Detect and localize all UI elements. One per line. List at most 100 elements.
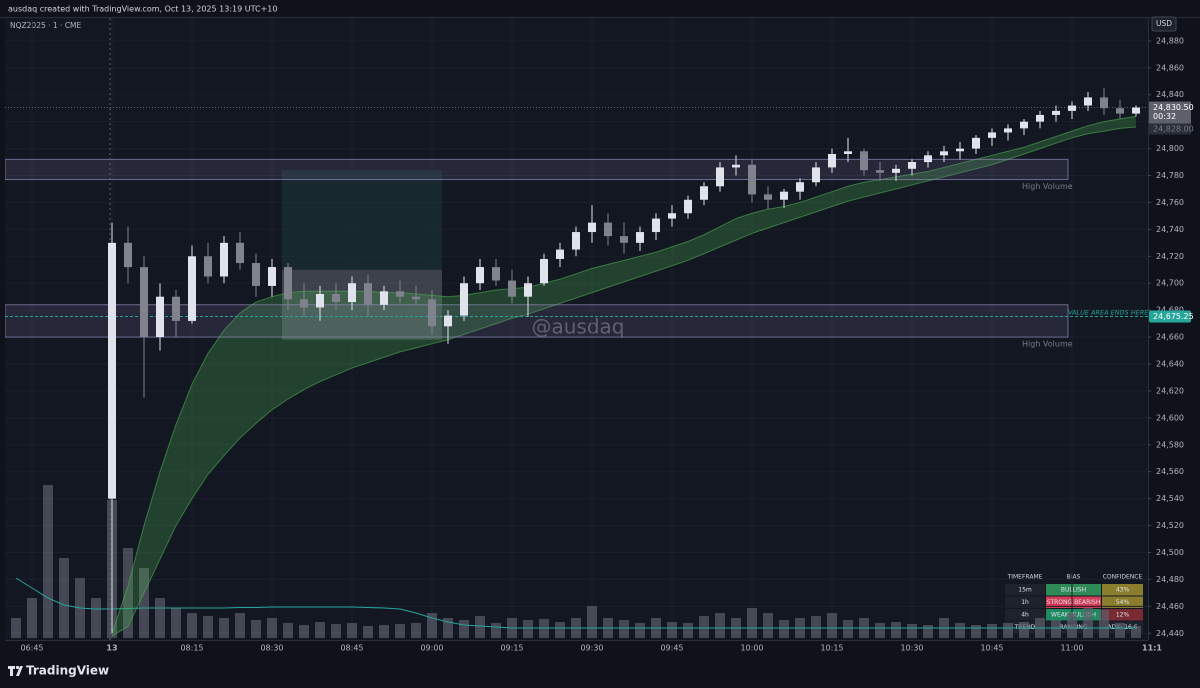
x-tick-label: 10:45 <box>980 644 1003 653</box>
y-tick-label: 24,540 <box>1156 494 1184 503</box>
last-price-label: 24,830.50 <box>1153 103 1194 112</box>
candle-body <box>812 167 820 183</box>
volume-bar <box>171 608 181 638</box>
x-tick-label: 10:15 <box>820 644 843 653</box>
volume-bar <box>843 620 853 638</box>
y-tick-label: 24,680 <box>1156 306 1184 315</box>
candle-body <box>972 137 980 149</box>
table-cell <box>1102 584 1143 596</box>
y-tick-label: 24,840 <box>1156 90 1184 99</box>
candle-body <box>780 191 788 200</box>
y-tick-label: 24,780 <box>1156 171 1184 180</box>
volume-bar <box>443 618 453 638</box>
volume-bar <box>331 624 341 638</box>
candle-body <box>204 256 212 277</box>
table-cell <box>1046 596 1101 608</box>
y-tick-label: 24,460 <box>1156 602 1184 611</box>
candle-body <box>220 242 228 277</box>
volume-bar <box>11 618 21 638</box>
candle-body <box>236 242 244 264</box>
y-tick-label: 24,640 <box>1156 360 1184 369</box>
volume-bar <box>811 616 821 638</box>
volume-bar <box>91 598 101 638</box>
volume-bar <box>491 623 501 638</box>
candle-body <box>844 151 852 154</box>
x-tick-label: 10:00 <box>740 644 763 653</box>
candle-body <box>1132 107 1140 114</box>
volume-bar <box>283 623 293 638</box>
volume-bar <box>971 625 981 638</box>
candle-body <box>492 267 500 281</box>
currency[interactable]: USD <box>1156 19 1172 28</box>
candle-body <box>620 236 628 243</box>
x-tick-label: 09:00 <box>420 644 443 653</box>
volume-ma-line <box>15 577 1136 629</box>
volume-bar <box>619 620 629 638</box>
y-tick-label: 24,880 <box>1156 36 1184 45</box>
volume-bar <box>411 623 421 638</box>
volume-bar <box>987 624 997 638</box>
table-text: 54% <box>1116 599 1130 606</box>
volume-bar <box>683 623 693 638</box>
volume-bar <box>955 623 965 638</box>
volume-bar <box>459 620 469 638</box>
candle-body <box>876 170 884 173</box>
table-cell <box>1046 584 1101 596</box>
volume-bar <box>475 616 485 638</box>
volume-bar <box>699 616 709 638</box>
candle-body <box>652 218 660 233</box>
last-price-tag <box>1149 101 1191 124</box>
candle-body <box>284 267 292 300</box>
x-tick-label: 08:30 <box>260 644 283 653</box>
table-cell <box>1102 609 1143 621</box>
candle-body <box>604 222 612 237</box>
candle-body <box>460 283 468 316</box>
candle-body <box>588 222 596 233</box>
candle-body <box>1004 128 1012 133</box>
y-tick-label: 24,860 <box>1156 63 1184 72</box>
volume-bar <box>235 613 245 638</box>
table-text: 43% <box>1116 587 1130 594</box>
x-tick-label: 09:45 <box>660 644 683 653</box>
volume-bar <box>747 608 757 638</box>
volume-bar <box>891 622 901 638</box>
candle-body <box>1020 121 1028 129</box>
table-cell <box>1005 609 1045 621</box>
level-note: VALUE AREA ENDS HERE <box>1068 309 1149 317</box>
candle-body <box>796 182 804 192</box>
y-tick-label: 24,560 <box>1156 467 1184 476</box>
table-text: STRONG BEARISH <box>1047 599 1101 606</box>
candle-body <box>924 155 932 163</box>
volume-bar <box>59 558 69 638</box>
candle-body <box>140 267 148 338</box>
band-lower <box>111 126 1137 637</box>
volume-bar <box>1131 626 1141 638</box>
zone-label: High Volume <box>1022 340 1073 349</box>
candle-body <box>988 132 996 138</box>
candle-body <box>828 153 836 168</box>
table-text: 1h <box>1021 599 1029 606</box>
candle-body <box>348 283 356 303</box>
band-upper <box>111 115 1137 634</box>
x-tick-label: 09:30 <box>580 644 603 653</box>
zone-label: High Volume <box>1022 182 1073 191</box>
currency-box[interactable] <box>1151 16 1177 32</box>
volume-bar <box>27 598 37 638</box>
y-tick-label: 24,620 <box>1156 386 1184 395</box>
volume-bar <box>139 568 149 638</box>
x-tick-label: 10:30 <box>900 644 923 653</box>
y-tick-label: 24,600 <box>1156 413 1184 422</box>
y-tick-label: 24,700 <box>1156 279 1184 288</box>
volume-bar <box>1051 620 1061 638</box>
candle-body <box>108 242 116 499</box>
table-cell <box>1005 584 1045 596</box>
y-tick-label: 24,660 <box>1156 333 1184 342</box>
volume-bar <box>395 624 405 638</box>
volume-bar <box>1003 623 1013 638</box>
table-text: BULLISH <box>1061 587 1086 594</box>
level-label: 24,675.25 <box>1153 312 1194 321</box>
candle-body <box>764 194 772 200</box>
volume-bar <box>363 626 373 638</box>
table-cell <box>1102 596 1143 608</box>
volume-bar <box>203 616 213 638</box>
